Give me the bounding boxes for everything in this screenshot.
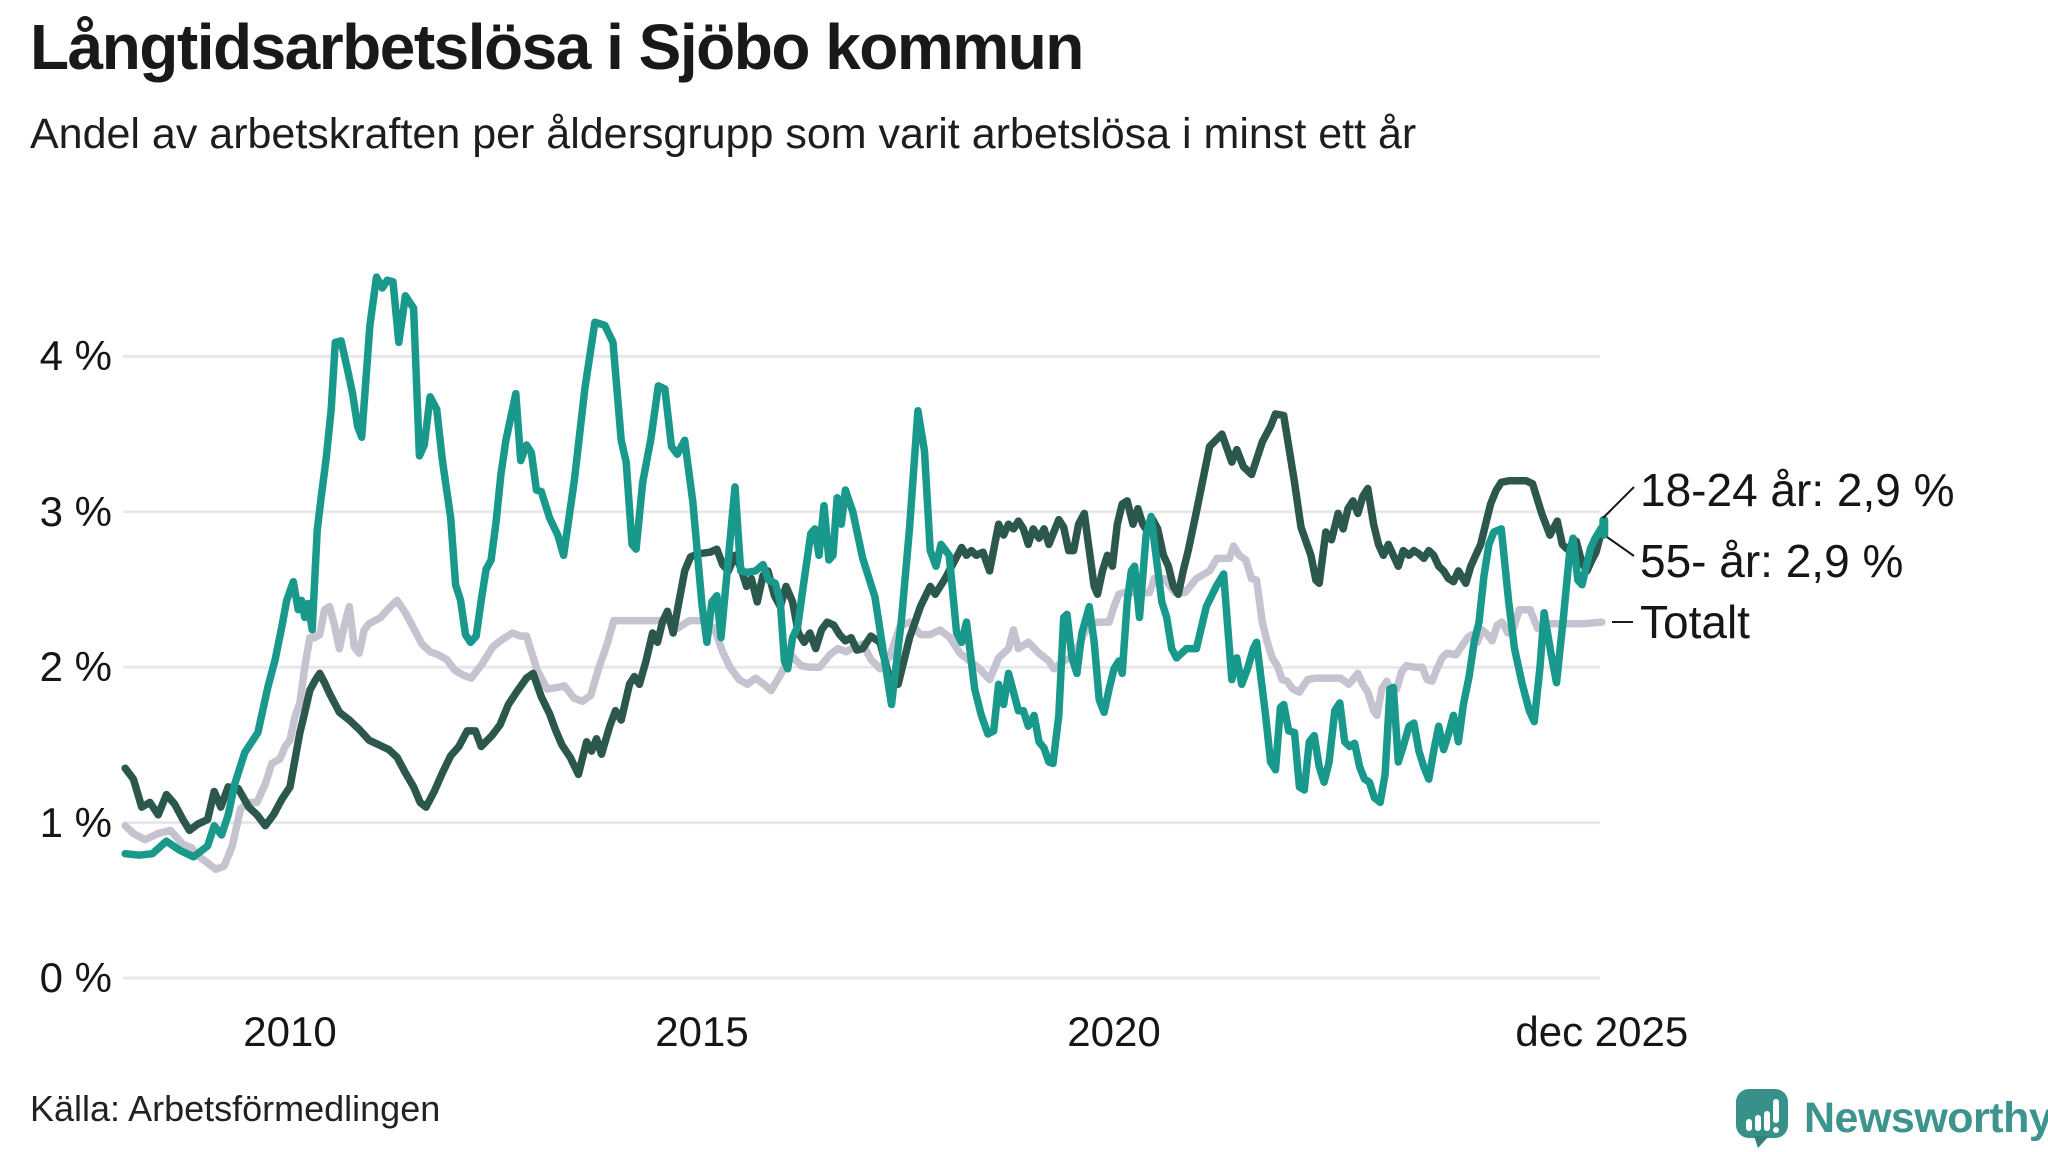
source-note: Källa: Arbetsförmedlingen [30, 1088, 441, 1129]
x-axis-label-2020: 2020 [1067, 1008, 1161, 1055]
y-axis-label-0: 0 % [39, 954, 112, 1001]
series-line-55-r [121, 410, 1606, 835]
page-title: Långtidsarbetslösa i Sjöbo kommun [30, 11, 1084, 83]
series-line-Totalt [121, 542, 1606, 873]
brand-name: Newsworthy [1804, 1093, 2048, 1142]
newsworthy-icon [1736, 1089, 1788, 1148]
brand-logo: Newsworthy [1735, 1088, 2048, 1148]
x-axis-label-2010: 2010 [243, 1008, 337, 1055]
x-axis-label-2015: 2015 [655, 1008, 749, 1055]
y-axis-label-2: 2 % [39, 643, 112, 691]
page-subtitle: Andel av arbetskraften per åldersgrupp s… [30, 110, 1417, 158]
series-line-18-24-r [121, 273, 1606, 861]
y-axis-label-3: 3 % [39, 487, 112, 535]
annotation-55plus: 55- år: 2,9 % [1640, 535, 1904, 587]
y-axis-label-4: 4 % [39, 332, 112, 380]
annotation-leader-1 [1606, 536, 1635, 557]
annotation-totalt: Totalt [1640, 596, 1750, 648]
annotation-leader-0 [1602, 486, 1635, 519]
y-axis-label-1: 1 % [39, 798, 112, 846]
x-axis-label-dec-2025: dec 2025 [1515, 1008, 1689, 1055]
annotation-18-24: 18-24 år: 2,9 % [1640, 464, 1955, 516]
